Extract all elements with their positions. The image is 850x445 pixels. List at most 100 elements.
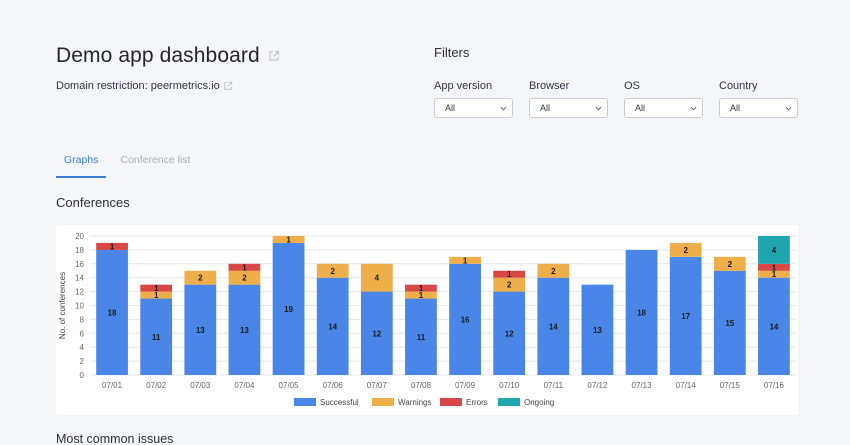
data-label: 4 [772,246,777,255]
y-tick-label: 18 [75,246,84,255]
data-label: 13 [240,326,249,335]
bar-errors [96,242,128,250]
x-tick-label: 07/03 [190,381,211,390]
data-label: 1 [110,242,115,251]
y-tick-label: 12 [75,288,84,297]
bar-successful [184,284,217,375]
select-value: All [540,103,551,113]
external-link-icon[interactable] [223,81,233,91]
data-label: 1 [772,263,777,272]
legend-swatch [294,398,316,406]
data-label: 2 [683,246,688,255]
chevron-down-icon [500,106,507,110]
tab-graphs[interactable]: Graphs [56,150,107,178]
legend-swatch [440,398,462,406]
x-tick-label: 07/02 [146,381,167,390]
data-label: 1 [772,270,777,279]
legend-label: Errors [466,398,488,407]
bar-errors [493,270,526,278]
y-tick-label: 16 [75,260,84,269]
bar-warnings [272,236,305,243]
data-label: 15 [725,319,734,328]
data-label: 4 [375,274,380,283]
data-label: 1 [154,291,159,300]
bar-errors [758,263,790,271]
bar-successful [272,242,305,375]
bar-successful [316,277,349,375]
y-tick-label: 14 [75,274,84,283]
y-tick-label: 0 [80,371,85,380]
data-label: 17 [681,312,690,321]
data-label: 19 [284,305,293,314]
filter-browser: Browser All [529,80,609,118]
os-select[interactable]: All [624,98,703,118]
bar-warnings [316,263,349,278]
tab-conference-list[interactable]: Conference list [120,154,191,166]
data-label: 13 [196,326,205,335]
data-label: 2 [507,281,512,290]
data-label: 1 [154,284,159,293]
bar-successful [405,298,437,375]
bar-warnings [360,263,393,292]
app-version-select[interactable]: All [434,98,513,118]
bar-warnings [758,270,790,278]
filter-country: Country All [719,80,799,118]
bar-successful [537,277,570,375]
legend-label: Ongoing [524,398,554,407]
bar-warnings [669,242,702,257]
data-label: 18 [637,308,646,317]
x-tick-label: 07/16 [764,381,785,390]
bar-warnings [713,256,746,271]
bar-warnings [449,256,481,264]
x-tick-label: 07/04 [234,381,255,390]
y-tick-label: 20 [75,232,84,241]
select-value: All [445,103,456,113]
y-tick-label: 4 [80,343,85,352]
bar-successful [758,277,790,375]
most-common-issues-title: Most common issues [56,432,174,445]
filter-label: Browser [529,80,570,92]
tabs: Graphs Conference list [56,150,198,178]
data-label: 1 [286,235,291,244]
filter-label: App version [434,80,493,92]
bar-ongoing [758,236,790,264]
external-link-icon[interactable] [268,50,280,62]
browser-select[interactable]: All [529,98,608,118]
conferences-chart: 0 2 4 6 8 10 12 14 16 18 20 No. of conferences 18 1 07… [56,225,798,415]
filter-os: OS All [624,80,704,118]
y-tick-label: 6 [80,329,85,338]
bar-successful [140,298,173,375]
y-axis-label: No. of conferences [58,272,67,339]
bar-warnings [405,291,437,299]
bar-successful [625,249,658,375]
data-label: 1 [419,284,424,293]
domain-value: peermetrics.io [150,80,220,92]
y-tick-label: 2 [80,357,85,366]
x-tick-label: 07/06 [323,381,344,390]
data-label: 14 [328,322,337,331]
bar-successful [493,291,526,375]
data-label: 14 [549,322,558,331]
x-tick-label: 07/10 [499,381,520,390]
bar-successful [449,263,481,375]
bar-warnings [228,270,261,285]
x-tick-label: 07/13 [632,381,653,390]
data-label: 2 [330,267,335,276]
select-value: All [635,103,646,113]
bar-successful [581,284,614,375]
filter-label: Country [719,80,758,92]
data-label: 1 [242,263,247,272]
legend-label: Successful [320,398,359,407]
chevron-down-icon [785,106,792,110]
bar-errors [140,284,173,292]
domain-label: Domain restriction: [56,80,148,92]
x-tick-label: 07/07 [367,381,388,390]
conferences-title: Conferences [56,195,130,210]
data-label: 2 [551,267,556,276]
country-select[interactable]: All [719,98,798,118]
y-tick-label: 10 [75,302,84,311]
bar-errors [228,263,261,271]
page-title: Demo app dashboard [56,44,260,67]
bar-successful [96,249,128,375]
